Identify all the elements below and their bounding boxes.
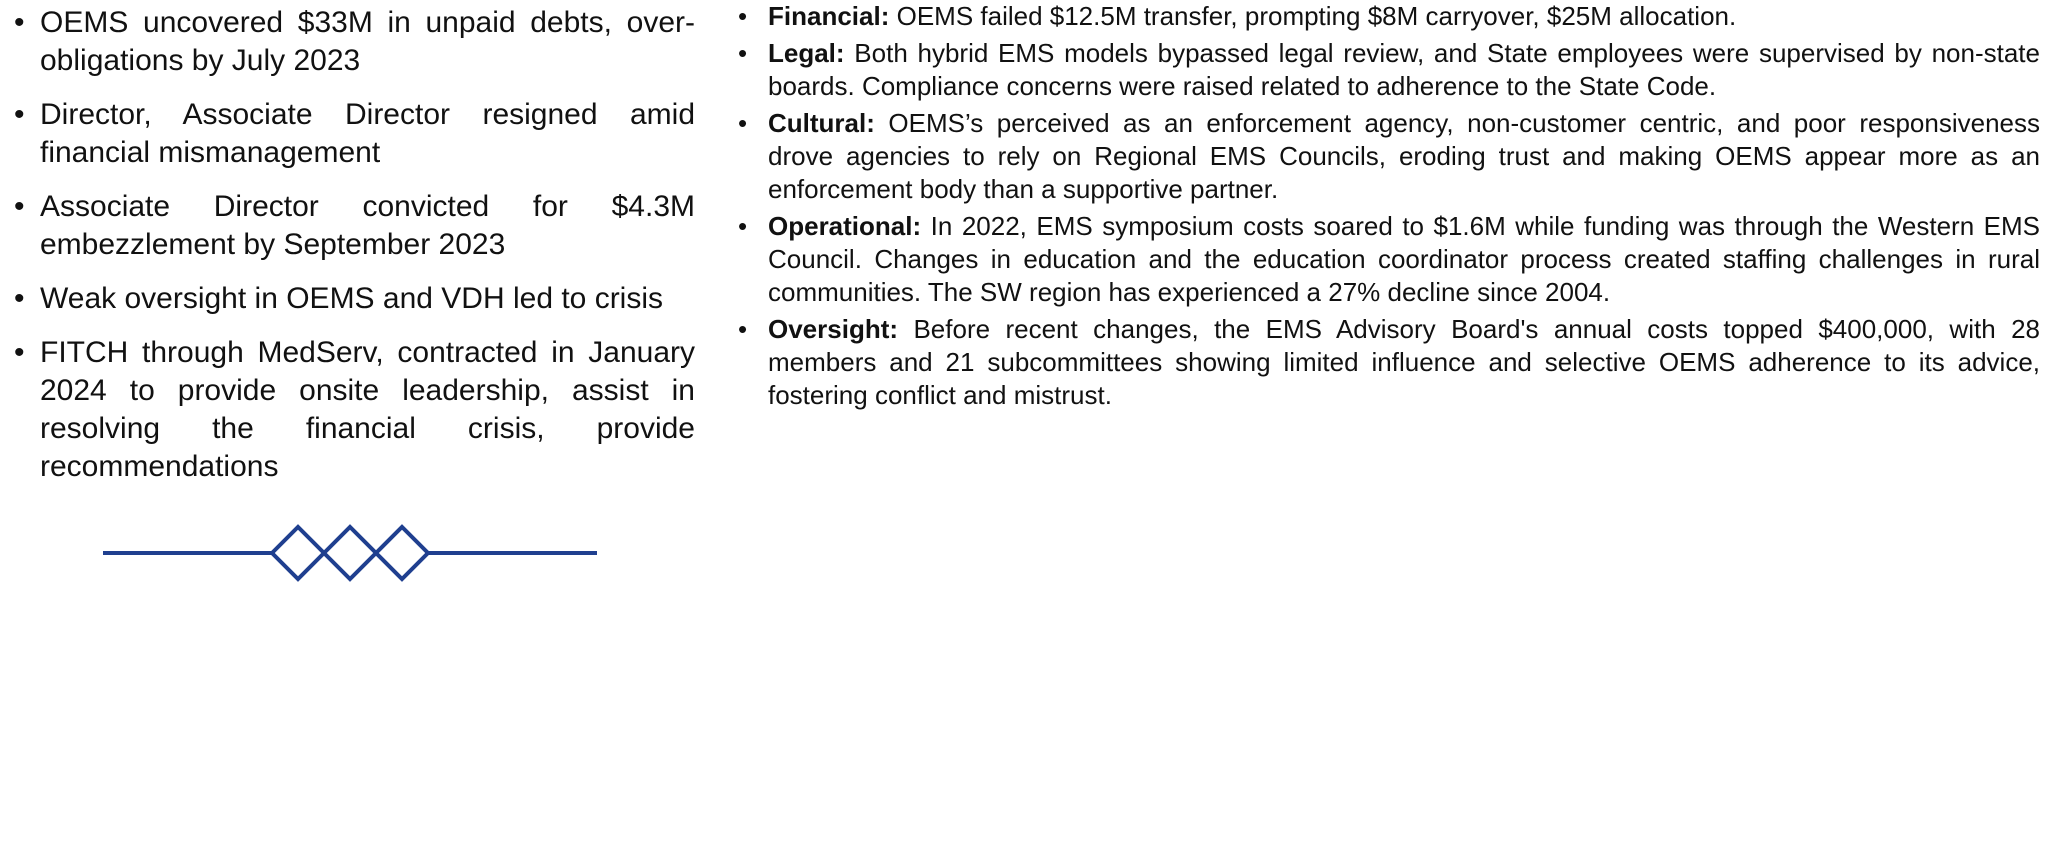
- bullet: OEMS uncovered $33M in unpaid debts, ove…: [14, 4, 695, 80]
- left-list: OEMS uncovered $33M in unpaid debts, ove…: [14, 4, 695, 502]
- bullet-label: Cultural:: [768, 108, 875, 138]
- bullet-label: Oversight:: [768, 314, 899, 344]
- diamond: [321, 524, 379, 582]
- bullet: Legal: Both hybrid EMS models bypassed l…: [738, 37, 2040, 103]
- bullet-text: Before recent changes, the EMS Advisory …: [768, 314, 2040, 410]
- bullet: Financial: OEMS failed $12.5M transfer, …: [738, 0, 2040, 33]
- bullet: Associate Director convicted for $4.3M e…: [14, 188, 695, 264]
- divider: [103, 524, 597, 582]
- bullet: FITCH through MedServ, contracted in Jan…: [14, 334, 695, 486]
- bullet-label: Legal:: [768, 38, 845, 68]
- bullet-text: OEMS failed $12.5M transfer, prompting $…: [896, 1, 1737, 31]
- bullet-label: Operational:: [768, 211, 922, 241]
- bullet: Weak oversight in OEMS and VDH led to cr…: [14, 280, 695, 318]
- bullet-label: Financial:: [768, 1, 890, 31]
- bullet: Oversight: Before recent changes, the EM…: [738, 313, 2040, 412]
- diamond: [269, 524, 327, 582]
- bullet: Operational: In 2022, EMS symposium cost…: [738, 210, 2040, 309]
- bullet: Cultural: OEMS’s perceived as an enforce…: [738, 107, 2040, 206]
- bullet-text: OEMS’s perceived as an enforcement agenc…: [768, 108, 2040, 204]
- bullet-text: Both hybrid EMS models bypassed legal re…: [768, 38, 2040, 101]
- bullet-text: In 2022, EMS symposium costs soared to $…: [768, 211, 2040, 307]
- bullet: Director, Associate Director resigned am…: [14, 96, 695, 172]
- right-list: Financial: OEMS failed $12.5M transfer, …: [738, 0, 2040, 416]
- diamond: [373, 524, 431, 582]
